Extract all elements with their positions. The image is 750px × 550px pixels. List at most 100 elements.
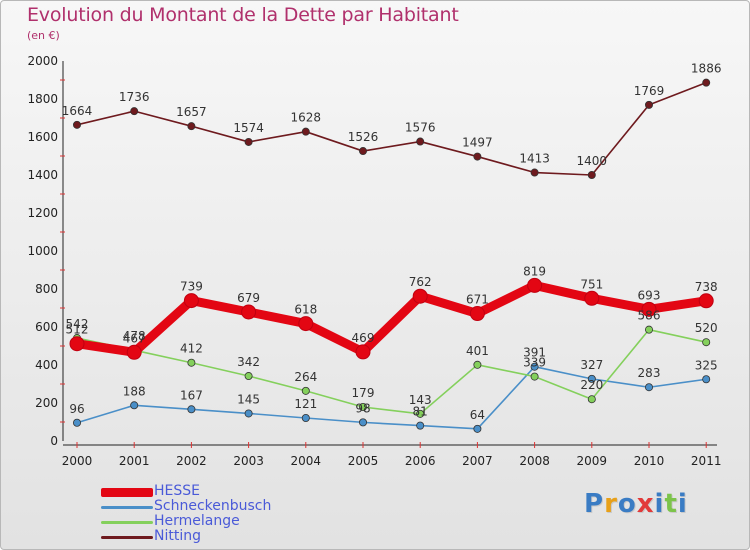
data-point (645, 383, 654, 392)
x-tick-label: 2001 (119, 454, 150, 468)
data-point (641, 301, 657, 317)
data-label: 739 (180, 280, 203, 294)
data-label: 1628 (291, 111, 322, 125)
legend-swatch (101, 536, 153, 539)
data-point (183, 293, 199, 309)
series-line-hesse (72, 280, 711, 357)
data-point (187, 405, 196, 414)
x-tick-label: 2005 (348, 454, 379, 468)
data-point (416, 421, 425, 430)
data-point (244, 409, 253, 418)
data-label: 512 (66, 323, 89, 337)
x-tick-label: 2008 (519, 454, 550, 468)
data-label: 1526 (348, 130, 379, 144)
logo-letter: o (617, 489, 637, 519)
data-point (412, 288, 428, 304)
data-label: 478 (123, 329, 146, 343)
x-tick-label: 2007 (462, 454, 493, 468)
legend-label: Schneckenbusch (154, 498, 272, 514)
data-label: 1413 (519, 152, 550, 166)
y-tick-label: 1600 (27, 130, 58, 144)
data-point (241, 304, 257, 320)
data-label: 751 (580, 277, 603, 291)
data-point (530, 362, 539, 371)
y-tick-label: 1800 (27, 92, 58, 106)
data-point (130, 401, 139, 410)
data-point (130, 107, 139, 116)
x-tick-label: 2003 (233, 454, 264, 468)
data-label: 1497 (462, 136, 493, 150)
data-label: 81 (413, 405, 428, 419)
legend-label: Hermelange (154, 513, 240, 529)
data-point (187, 358, 196, 367)
data-point (698, 293, 714, 309)
data-point (69, 336, 85, 352)
logo-letter: i (654, 489, 665, 519)
data-label: 469 (352, 331, 375, 345)
logo-letter: x (636, 489, 655, 519)
legend-swatch (101, 506, 153, 509)
x-tick-label: 2010 (634, 454, 665, 468)
y-tick-label: 1000 (27, 244, 58, 258)
series-line-hermelange (76, 328, 708, 415)
data-label: 679 (237, 291, 260, 305)
data-label: 412 (180, 342, 203, 356)
data-point (73, 418, 82, 427)
data-label: 283 (638, 366, 661, 380)
data-point (358, 147, 367, 156)
logo-letter: r (604, 489, 618, 519)
data-label: 145 (237, 392, 260, 406)
data-point (298, 316, 314, 332)
data-point (355, 344, 371, 360)
data-label: 1400 (577, 154, 608, 168)
data-point (530, 372, 539, 381)
data-label: 671 (466, 293, 489, 307)
data-point (126, 344, 142, 360)
data-label: 542 (66, 317, 89, 331)
x-tick-label: 2006 (405, 454, 436, 468)
data-label: 1576 (405, 121, 436, 135)
chart-title: Evolution du Montant de la Dette par Hab… (27, 4, 459, 26)
data-label: 467 (123, 331, 146, 345)
data-label: 143 (409, 393, 432, 407)
y-tick-label: 600 (35, 320, 58, 334)
data-point (702, 338, 711, 347)
data-point (301, 127, 310, 136)
data-label: 98 (355, 401, 370, 415)
data-point (587, 395, 596, 404)
x-tick-label: 2004 (291, 454, 322, 468)
data-label: 325 (695, 358, 718, 372)
y-tick-label: 200 (35, 396, 58, 410)
data-label: 1736 (119, 90, 150, 104)
data-point (584, 290, 600, 306)
y-tick-label: 400 (35, 358, 58, 372)
data-label: 1574 (233, 121, 264, 135)
data-point (301, 386, 310, 395)
x-tick-label: 2009 (577, 454, 608, 468)
data-point (473, 152, 482, 161)
data-point (244, 137, 253, 146)
data-point (244, 372, 253, 381)
data-point (587, 374, 596, 383)
data-point (702, 375, 711, 384)
series-line-schneckenbusch (76, 365, 708, 430)
y-tick-label: 800 (35, 282, 58, 296)
data-label: 1886 (691, 62, 722, 76)
data-point (645, 100, 654, 109)
data-point (527, 277, 543, 293)
data-point (416, 137, 425, 146)
data-label: 1769 (634, 84, 665, 98)
y-tick-label: 0 (50, 434, 58, 448)
data-point (645, 325, 654, 334)
data-label: 121 (294, 397, 317, 411)
data-point (358, 418, 367, 427)
data-label: 819 (523, 264, 546, 278)
y-tick-label: 1200 (27, 206, 58, 220)
data-label: 188 (123, 384, 146, 398)
data-label: 179 (352, 386, 375, 400)
data-point (73, 120, 82, 129)
series-line-nitting (76, 81, 708, 176)
data-label: 339 (523, 356, 546, 370)
